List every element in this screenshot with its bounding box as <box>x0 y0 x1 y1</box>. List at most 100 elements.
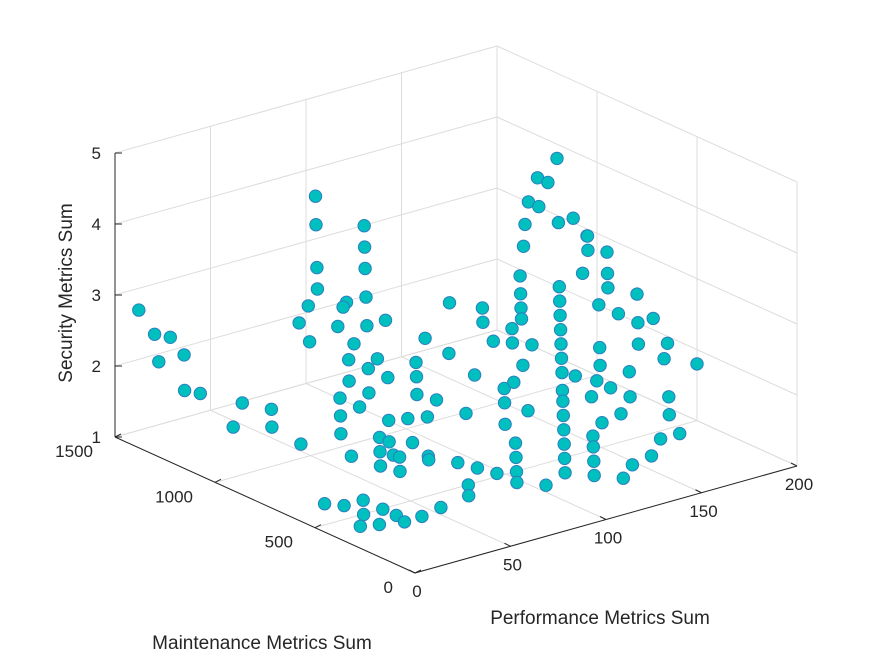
data-point <box>525 338 539 352</box>
data-point <box>673 426 687 441</box>
data-point <box>557 423 571 437</box>
y-tick-mark <box>414 569 422 574</box>
data-point <box>405 435 420 450</box>
data-point <box>516 358 530 372</box>
data-point <box>630 287 644 301</box>
data-point <box>646 311 660 326</box>
data-point <box>603 381 618 395</box>
x-tick-label: 100 <box>594 529 622 548</box>
data-point <box>470 461 485 475</box>
data-point <box>373 459 388 473</box>
data-point <box>581 243 595 258</box>
data-point <box>357 219 371 233</box>
x-tick-mark <box>599 516 607 520</box>
data-point <box>518 217 532 232</box>
data-point <box>442 296 457 310</box>
data-point <box>429 393 444 407</box>
y-tick-label: 0 <box>384 578 393 597</box>
back-wall-grid-line-z <box>114 329 498 438</box>
data-point <box>317 497 332 511</box>
data-point <box>331 319 345 334</box>
side-wall-grid-line-z <box>496 187 798 325</box>
data-point <box>310 260 324 275</box>
y-tick-mark <box>214 478 222 483</box>
data-point <box>336 300 350 314</box>
floor-grid-line-y <box>314 420 698 529</box>
data-point <box>586 440 600 454</box>
data-point <box>575 266 590 280</box>
y-tick-label: 500 <box>265 533 293 552</box>
data-point <box>556 408 570 423</box>
data-point <box>587 468 601 483</box>
data-point <box>382 435 396 449</box>
data-point <box>301 299 315 313</box>
data-point <box>193 386 208 401</box>
x-tick-mark <box>504 542 511 547</box>
data-point <box>459 406 473 421</box>
side-wall-grid-line-z <box>496 116 798 254</box>
data-point <box>360 319 374 333</box>
data-point <box>690 357 704 371</box>
data-point <box>507 375 521 389</box>
floor-grid-line-x <box>401 356 702 494</box>
data-point <box>600 245 614 259</box>
data-point <box>264 402 279 416</box>
x-tick-mark <box>408 569 416 574</box>
data-point <box>532 199 546 214</box>
x-tick-label: 0 <box>412 582 421 601</box>
data-point <box>294 437 308 451</box>
data-point <box>467 368 482 382</box>
data-point <box>600 266 615 281</box>
back-wall-grid-line-z <box>114 187 498 296</box>
data-point <box>147 327 162 341</box>
data-point <box>476 315 490 329</box>
y-axis-label: Maintenance Metrics Sum <box>152 633 372 654</box>
data-point <box>356 493 370 507</box>
data-point <box>510 475 524 490</box>
grid-layer <box>114 45 798 574</box>
data-point <box>370 352 385 366</box>
data-point <box>451 455 465 470</box>
data-point <box>434 500 448 515</box>
data-point <box>409 370 424 384</box>
data-point <box>347 337 361 351</box>
data-point <box>631 316 645 330</box>
data-point <box>555 365 569 380</box>
data-point <box>359 290 373 304</box>
data-point <box>587 454 601 468</box>
data-point <box>514 312 529 326</box>
data-point <box>592 298 606 312</box>
data-point <box>344 449 359 463</box>
back-wall-grid-line-z <box>114 45 498 154</box>
data-point <box>378 313 393 327</box>
data-point <box>622 365 636 379</box>
data-point <box>662 390 676 404</box>
data-point <box>497 396 512 410</box>
data-point <box>372 517 387 532</box>
data-point <box>381 370 395 385</box>
z-tick-label: 1 <box>92 428 101 447</box>
y-tick-label: 1000 <box>155 487 193 506</box>
data-point <box>568 369 582 383</box>
data-point <box>580 229 595 243</box>
z-tick-label: 5 <box>92 144 101 163</box>
x-tick-mark <box>695 489 702 494</box>
data-point <box>623 390 637 404</box>
data-point <box>235 396 250 410</box>
data-point <box>541 175 555 190</box>
y-axis-line <box>114 436 416 574</box>
data-point <box>152 355 166 369</box>
data-point <box>415 509 429 524</box>
data-point <box>334 427 348 441</box>
data-point <box>553 308 567 323</box>
data-point <box>513 269 527 283</box>
data-point <box>631 337 646 351</box>
floor-grid-line-y <box>214 374 598 483</box>
data-point <box>401 411 415 426</box>
data-point <box>490 466 504 481</box>
data-point <box>308 189 323 203</box>
data-point <box>644 449 659 463</box>
data-point <box>462 489 476 503</box>
data-point <box>508 436 523 450</box>
